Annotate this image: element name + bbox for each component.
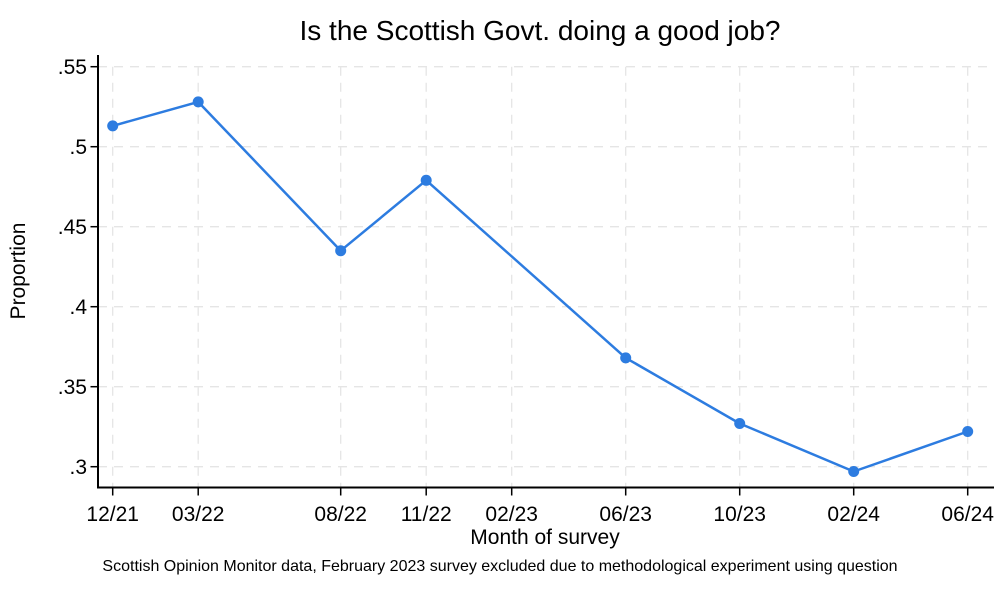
data-point-marker <box>620 352 632 364</box>
data-point-marker <box>192 96 204 108</box>
gridlines <box>98 66 993 488</box>
x-tick-label: 08/22 <box>314 503 367 526</box>
series-line <box>111 100 969 473</box>
y-tick-label: .5 <box>69 136 87 159</box>
x-tick-label: 06/23 <box>599 503 652 526</box>
x-tick-label: 03/22 <box>172 503 225 526</box>
x-tick-label: 12/21 <box>86 503 139 526</box>
x-tick-label: 02/24 <box>827 503 880 526</box>
footnote: Scottish Opinion Monitor data, February … <box>102 558 897 575</box>
data-point-marker <box>420 174 432 186</box>
tick-labels: .3 .35 .4 .45 .5 .55 12/21 03/22 08/22 11/22 02/23… <box>58 56 994 526</box>
y-tick-label: .45 <box>58 216 87 239</box>
y-tick-label: .35 <box>58 376 87 399</box>
y-tick-label: .55 <box>58 56 87 79</box>
data-point-marker <box>107 120 119 132</box>
y-axis-label: Proportion <box>7 223 30 320</box>
y-tick-label: .3 <box>69 456 87 479</box>
data-point-marker <box>734 418 746 429</box>
y-tick-label: .4 <box>69 296 87 319</box>
x-axis-label: Month of survey <box>470 526 620 549</box>
data-point-marker <box>962 426 974 437</box>
x-tick-label: 02/23 <box>485 503 538 526</box>
data-point-marker <box>848 466 860 477</box>
chart-title: Is the Scottish Govt. doing a good job? <box>300 15 781 46</box>
data-point-marker <box>335 245 347 257</box>
x-tick-label: 11/22 <box>401 503 452 526</box>
x-tick-label: 10/23 <box>713 503 766 526</box>
series-layer <box>107 96 974 477</box>
axes <box>97 55 994 489</box>
x-tick-label: 06/24 <box>941 503 994 526</box>
tick-marks <box>90 65 969 496</box>
